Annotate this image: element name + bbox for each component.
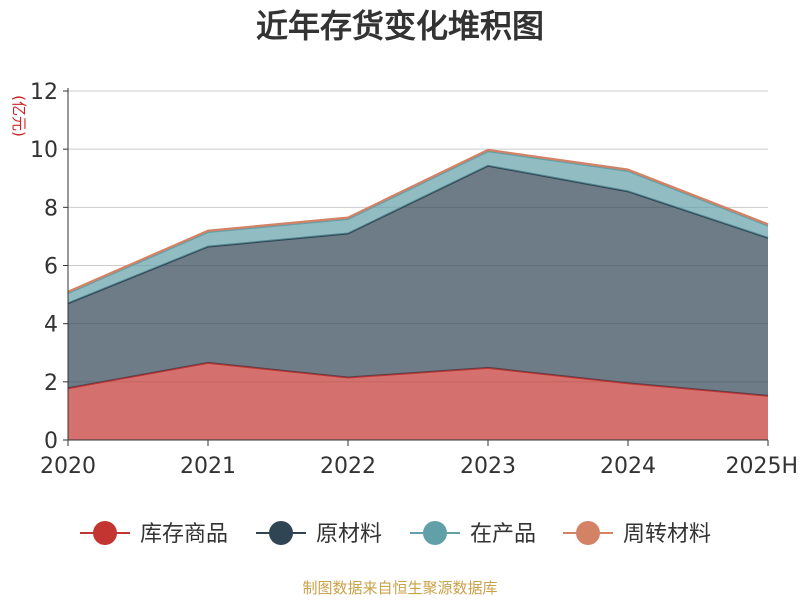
x-tick-label: 2023 bbox=[460, 454, 516, 479]
legend-label: 在产品 bbox=[470, 522, 536, 547]
legend-marker bbox=[269, 521, 293, 545]
legend-item[interactable]: 在产品 bbox=[410, 521, 536, 547]
y-tick-label: 6 bbox=[44, 255, 58, 280]
x-tick-label: 2024 bbox=[600, 454, 656, 479]
legend-item[interactable]: 原材料 bbox=[256, 521, 382, 547]
legend: 库存商品 原材料 在产品 周转材料 bbox=[80, 521, 711, 547]
x-tick-label: 2022 bbox=[320, 454, 376, 479]
y-tick-label: 12 bbox=[30, 80, 58, 105]
x-tick-label: 2025H bbox=[725, 454, 798, 479]
legend-label: 周转材料 bbox=[623, 522, 711, 547]
y-tick-label: 8 bbox=[44, 196, 58, 221]
x-tick-label: 2020 bbox=[40, 454, 96, 479]
series-areas bbox=[68, 150, 768, 440]
x-tick-label: 2021 bbox=[180, 454, 236, 479]
y-axis-label: (亿元) bbox=[10, 95, 28, 137]
y-tick-label: 0 bbox=[44, 429, 58, 454]
legend-item[interactable]: 周转材料 bbox=[563, 521, 711, 547]
legend-marker bbox=[423, 521, 447, 545]
legend-marker bbox=[576, 521, 600, 545]
y-tick-label: 4 bbox=[44, 313, 58, 338]
legend-marker bbox=[93, 521, 117, 545]
legend-label: 原材料 bbox=[316, 522, 382, 547]
y-tick-label: 2 bbox=[44, 371, 58, 396]
legend-label: 库存商品 bbox=[140, 522, 228, 547]
legend-item[interactable]: 库存商品 bbox=[80, 521, 228, 547]
y-tick-label: 10 bbox=[30, 138, 58, 163]
data-source-note: 制图数据来自恒生聚源数据库 bbox=[0, 577, 800, 598]
